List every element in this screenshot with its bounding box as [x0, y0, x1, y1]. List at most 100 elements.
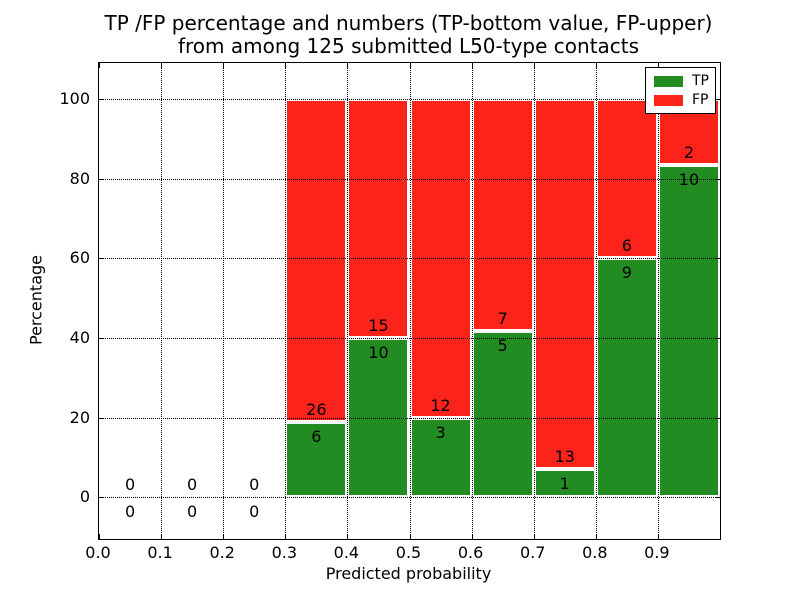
tp-count-label: 9 — [621, 263, 632, 283]
fp-swatch-icon — [654, 94, 683, 106]
fp-count-label: 0 — [124, 475, 136, 495]
tp-count-label: 0 — [249, 502, 260, 522]
tp-count-label: 0 — [187, 502, 198, 522]
bar-segment-tp — [533, 468, 596, 498]
bar-segment-fp — [471, 98, 534, 332]
y-tick-mark-right — [715, 497, 720, 499]
x-tick-mark — [99, 534, 100, 539]
legend-item: TP — [654, 73, 709, 89]
tp-count-label: 1 — [559, 473, 570, 493]
v-gridline — [409, 63, 411, 539]
tp-count-label: 10 — [678, 170, 700, 190]
tp-swatch-icon — [654, 75, 683, 87]
x-tick-mark — [533, 534, 535, 539]
bar-segment-fp — [285, 98, 348, 423]
x-tick-mark-top — [99, 63, 100, 68]
v-gridline — [161, 63, 163, 539]
x-tick-mark-top — [471, 63, 473, 68]
y-tick-label: 20 — [69, 407, 90, 427]
y-tick-mark — [99, 337, 104, 339]
fp-count-label: 13 — [554, 446, 575, 466]
fp-count-label: 7 — [497, 309, 508, 329]
bar-segment-tp — [409, 417, 472, 498]
fp-count-label: 26 — [306, 400, 327, 420]
x-tick-mark-top — [533, 63, 535, 68]
tp-count-label: 6 — [311, 427, 322, 447]
fp-count-label: 15 — [368, 315, 389, 335]
x-tick-mark-top — [285, 63, 287, 68]
legend-item: FP — [654, 92, 709, 108]
x-tick-label: 0.9 — [644, 543, 670, 562]
tp-count-label: 5 — [497, 336, 508, 356]
v-gridline — [223, 63, 225, 539]
x-axis-label: Predicted probability — [325, 564, 492, 583]
y-tick-mark — [99, 417, 104, 419]
x-tick-mark — [223, 534, 225, 539]
v-gridline — [347, 63, 349, 539]
y-tick-mark — [99, 497, 104, 499]
bar-segment-tp — [657, 165, 720, 498]
fp-count-label: 0 — [249, 475, 260, 495]
x-tick-mark-top — [161, 63, 163, 68]
x-tick-label: 0.2 — [209, 543, 235, 562]
x-tick-label: 0.8 — [582, 543, 608, 562]
x-tick-mark — [285, 534, 287, 539]
tp-count-label: 0 — [124, 502, 136, 522]
x-tick-label: 0.5 — [395, 543, 422, 562]
x-tick-mark — [595, 534, 597, 539]
bar-segment-tp — [471, 331, 534, 498]
x-tick-label: 0.7 — [519, 543, 546, 562]
bar-segment-fp — [347, 98, 410, 338]
x-tick-label: 0.0 — [85, 543, 111, 562]
v-gridline — [657, 63, 659, 539]
y-tick-mark-right — [715, 98, 720, 100]
fp-count-label: 0 — [187, 475, 198, 495]
x-tick-mark-top — [657, 63, 659, 68]
y-tick-mark — [99, 258, 104, 260]
fp-count-label: 6 — [621, 236, 632, 256]
y-tick-mark-right — [715, 258, 720, 260]
y-tick-mark-right — [715, 417, 720, 419]
y-tick-mark — [99, 98, 104, 100]
v-gridline — [595, 63, 597, 539]
v-gridline — [285, 63, 287, 539]
chart-title: TP /FP percentage and numbers (TP-bottom… — [98, 12, 719, 58]
y-tick-label: 0 — [79, 487, 90, 507]
v-gridline — [471, 63, 473, 539]
bar-segment-fp — [533, 98, 596, 469]
y-tick-label: 40 — [69, 327, 90, 347]
x-tick-mark-top — [347, 63, 349, 68]
legend-label: TP — [692, 73, 709, 89]
fp-count-label: 2 — [683, 143, 695, 163]
y-tick-mark-right — [715, 178, 720, 180]
tp-count-label: 3 — [435, 422, 446, 442]
y-tick-mark — [99, 178, 104, 180]
x-tick-mark — [161, 534, 163, 539]
bar-segment-tp — [285, 422, 348, 498]
chart-title-line2: from among 125 submitted L50-type contac… — [177, 34, 640, 58]
x-tick-mark — [409, 534, 411, 539]
x-tick-label: 0.6 — [457, 543, 484, 562]
x-tick-label: 0.1 — [147, 543, 173, 562]
x-tick-mark — [471, 534, 473, 539]
x-tick-label: 0.4 — [333, 543, 360, 562]
x-tick-mark — [347, 534, 349, 539]
bar-segment-tp — [595, 258, 658, 498]
y-tick-label: 100 — [59, 88, 90, 108]
legend-label: FP — [692, 92, 709, 108]
x-tick-mark-top — [595, 63, 597, 68]
x-tick-label: 0.3 — [271, 543, 298, 562]
y-tick-label: 60 — [69, 248, 90, 268]
fp-count-label: 12 — [430, 395, 451, 415]
x-tick-mark-top — [223, 63, 225, 68]
chart-title-line1: TP /FP percentage and numbers (TP-bottom… — [104, 11, 713, 35]
legend: TP FP — [645, 67, 716, 114]
x-tick-mark-top — [409, 63, 411, 68]
y-tick-label: 80 — [69, 168, 90, 188]
v-gridline — [533, 63, 535, 539]
y-tick-mark-right — [715, 337, 720, 339]
plot-area: 0 0 0 0 0 0 26 6 15 10 12 3 7 5 13 1 6 9 2 10 — [98, 62, 721, 540]
tp-count-label: 10 — [368, 342, 389, 362]
x-tick-mark — [657, 534, 659, 539]
